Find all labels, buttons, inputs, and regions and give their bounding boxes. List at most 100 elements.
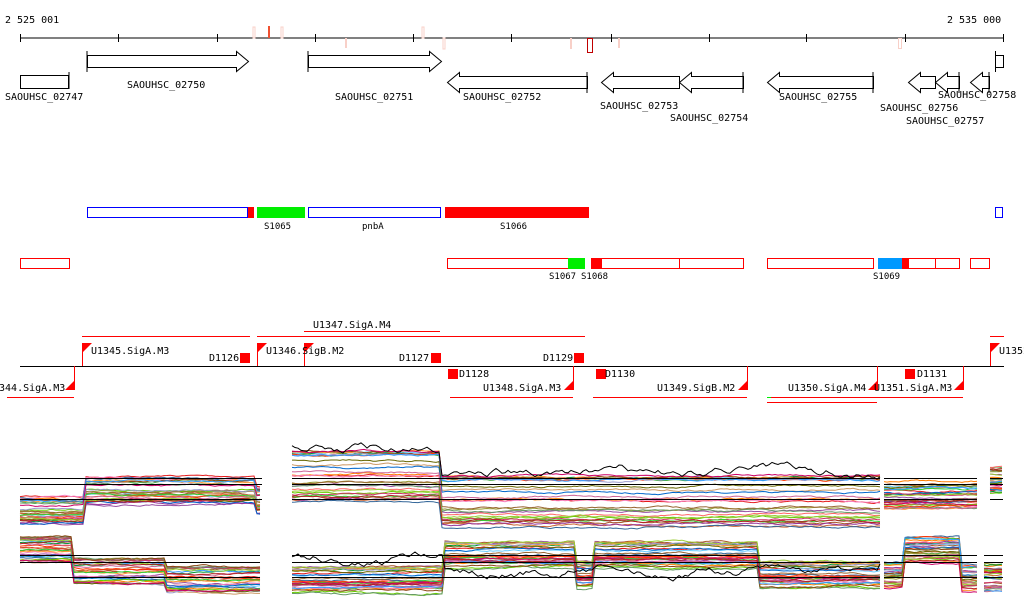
segment-label: S1067	[549, 272, 576, 282]
promoter-label[interactable]: U1351.SigA.M3	[874, 383, 952, 394]
segment-S1067[interactable]	[568, 258, 585, 269]
expression-trace	[292, 560, 881, 590]
expression-trace	[989, 470, 1003, 473]
segment[interactable]	[447, 258, 569, 269]
gene-fragment-right[interactable]	[995, 51, 1004, 72]
segment[interactable]	[995, 207, 1003, 218]
promoter-label[interactable]: U1345.SigA.M3	[91, 346, 169, 357]
segment-pnbA[interactable]	[308, 207, 441, 218]
segment[interactable]	[601, 258, 680, 269]
svg-text:SAOUHSC_02750: SAOUHSC_02750	[127, 80, 205, 91]
expression-trace	[291, 499, 881, 530]
terminator-box-icon	[448, 369, 458, 379]
gene-SAOUHSC_02758[interactable]: SAOUHSC_02758	[938, 71, 1016, 101]
expression-trace	[989, 490, 1002, 493]
expression-trace	[291, 480, 881, 510]
expression-trace	[19, 542, 261, 577]
expression-trace	[291, 465, 881, 496]
segment[interactable]	[908, 258, 936, 269]
expression-trace	[989, 480, 1003, 483]
expression-trace	[883, 484, 977, 489]
expression-trace	[20, 559, 261, 592]
gene-SAOUHSC_02751[interactable]: SAOUHSC_02751	[307, 50, 443, 103]
promoter-label[interactable]: U1346.SigB.M2	[266, 346, 344, 357]
expression-trace	[19, 495, 261, 519]
gene-SAOUHSC_02750[interactable]: SAOUHSC_02750	[86, 50, 250, 91]
expression-trace	[883, 490, 977, 496]
segment-S1069[interactable]	[878, 258, 902, 269]
terminator-label[interactable]: D1130	[605, 369, 635, 380]
segment[interactable]	[902, 258, 908, 269]
terminator-label[interactable]: D1126	[209, 353, 239, 364]
gene-SAOUHSC_02747[interactable]: SAOUHSC_02747	[5, 72, 83, 103]
gene-track: SAOUHSC_02747 SAOUHSC_02750 SAOUHSC_0275…	[5, 50, 1016, 127]
expression-trace	[983, 587, 1003, 589]
expression-trace	[983, 569, 1003, 572]
expression-trace	[989, 468, 1003, 470]
expression-trace	[989, 489, 1003, 491]
promoter-flag-icon	[990, 343, 1000, 353]
expression-trace	[19, 539, 261, 572]
ruler: 2 525 001 2 535 000	[5, 15, 1004, 53]
expression-trace	[291, 448, 881, 478]
expression-trace	[19, 474, 261, 498]
segment-label: pnbA	[362, 222, 384, 232]
segment[interactable]	[970, 258, 990, 269]
expression-trace	[292, 565, 880, 597]
gene-SAOUHSC_02755[interactable]: SAOUHSC_02755	[766, 71, 874, 103]
gene-SAOUHSC_02754[interactable]: SAOUHSC_02754	[670, 71, 748, 124]
segment-S1065[interactable]	[257, 207, 305, 218]
promoter-label[interactable]: U1347.SigA.M4	[313, 320, 391, 331]
expression-profiles	[19, 442, 1003, 597]
promoter-label[interactable]: U1349.SigB.M2	[657, 383, 735, 394]
expression-trace	[19, 548, 261, 582]
expression-trace	[983, 581, 1003, 584]
ruler-markers	[252, 26, 902, 53]
expression-trace	[984, 571, 1003, 574]
promoter-label[interactable]: U1352	[999, 346, 1024, 357]
expression-trace	[19, 494, 261, 519]
segment[interactable]	[767, 258, 874, 269]
expression-trace	[990, 465, 1003, 468]
expression-trace	[19, 492, 261, 516]
svg-text:SAOUHSC_02754: SAOUHSC_02754	[670, 113, 748, 124]
expression-trace	[291, 546, 881, 577]
segment[interactable]	[20, 258, 70, 269]
expression-trace	[983, 564, 1003, 567]
segment-label: S1068	[581, 272, 608, 282]
terminator-label[interactable]: D1129	[543, 353, 573, 364]
segment-S1066[interactable]	[445, 207, 589, 218]
promoter-labels: U1345.SigA.M3 U1346.SigB.M2 U1347.SigA.M…	[0, 320, 1024, 394]
segment[interactable]	[935, 258, 960, 269]
expression-trace	[883, 487, 978, 491]
expression-trace-reference	[291, 551, 881, 582]
promoter-label[interactable]: U1350.SigA.M4	[788, 383, 866, 394]
promoter-flag-icon	[65, 380, 75, 390]
svg-text:SAOUHSC_02753: SAOUHSC_02753	[600, 101, 678, 112]
segment[interactable]	[679, 258, 744, 269]
expression-trace	[291, 462, 881, 493]
promoter-label[interactable]: U1348.SigA.M3	[483, 383, 561, 394]
gene-SAOUHSC_02757[interactable]: SAOUHSC_02757	[906, 71, 984, 127]
segment-S1068[interactable]	[591, 258, 601, 269]
segment-label: S1069	[873, 272, 900, 282]
expression-trace	[291, 483, 881, 514]
gene-SAOUHSC_02753[interactable]: SAOUHSC_02753	[600, 71, 680, 113]
expression-trace	[291, 541, 880, 571]
terminator-label[interactable]: D1128	[459, 369, 489, 380]
expression-trace	[983, 573, 1003, 576]
terminator-label[interactable]: D1127	[399, 353, 429, 364]
expression-trace	[19, 483, 261, 508]
terminator-label[interactable]: D1131	[917, 369, 947, 380]
gene-SAOUHSC_02752[interactable]: SAOUHSC_02752	[446, 71, 588, 103]
promoter-track: U1345.SigA.M3 U1346.SigB.M2 U1347.SigA.M…	[0, 320, 1024, 403]
expression-trace	[883, 504, 978, 508]
promoter-label[interactable]: 1344.SigA.M3	[0, 383, 65, 394]
promoter-flag-icon	[868, 380, 878, 390]
expression-trace	[883, 506, 978, 510]
terminator-box-icon	[431, 353, 441, 363]
expression-trace	[291, 494, 881, 523]
gene-SAOUHSC_02756[interactable]: SAOUHSC_02756	[880, 71, 958, 115]
segment[interactable]	[87, 207, 248, 218]
segment[interactable]	[248, 207, 254, 218]
